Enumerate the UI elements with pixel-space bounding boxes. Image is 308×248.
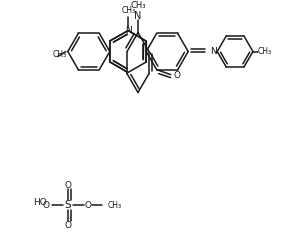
Text: O: O <box>174 71 181 80</box>
Text: CH₃: CH₃ <box>258 47 272 56</box>
Text: CH₃: CH₃ <box>122 6 136 15</box>
Text: S: S <box>65 200 71 210</box>
Text: CH₃: CH₃ <box>53 50 67 59</box>
Text: HO: HO <box>33 198 47 207</box>
Text: N: N <box>125 26 132 35</box>
Text: N: N <box>134 11 142 21</box>
Text: O: O <box>64 181 71 190</box>
Text: O: O <box>84 201 91 210</box>
Text: CH₃: CH₃ <box>108 201 122 210</box>
Text: CH₃: CH₃ <box>130 1 146 10</box>
Text: O: O <box>64 220 71 230</box>
Text: N: N <box>210 47 217 56</box>
Text: O: O <box>43 201 50 210</box>
